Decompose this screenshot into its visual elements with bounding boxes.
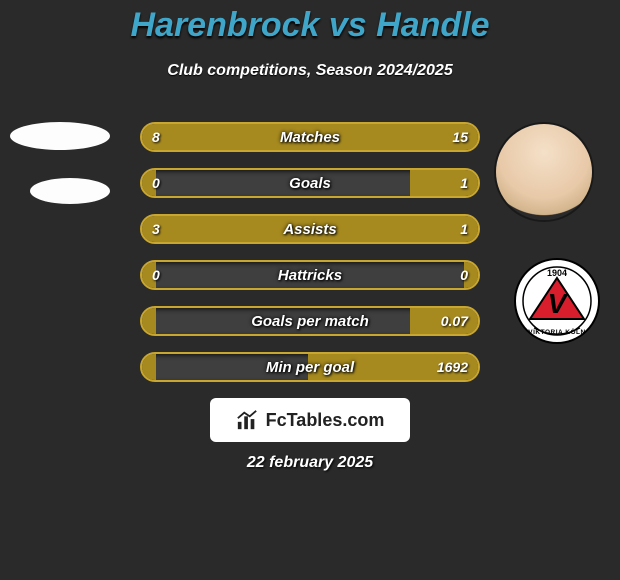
stat-label: Goals <box>140 168 480 198</box>
date-text: 22 february 2025 <box>0 454 620 472</box>
svg-text:VIKTORIA KÖLN: VIKTORIA KÖLN <box>528 327 585 336</box>
stat-label: Min per goal <box>140 352 480 382</box>
stat-label: Matches <box>140 122 480 152</box>
stat-row-matches: 815Matches <box>140 122 480 152</box>
stat-row-goals-per-match: 0.07Goals per match <box>140 306 480 336</box>
stats-bars: 815Matches 01Goals 31Assists 00Hattricks 0.0… <box>140 122 480 398</box>
page-title: Harenbrock vs Handle <box>0 6 620 45</box>
subtitle: Club competitions, Season 2024/2025 <box>0 62 620 80</box>
stat-label: Assists <box>140 214 480 244</box>
stat-label: Hattricks <box>140 260 480 290</box>
stat-row-assists: 31Assists <box>140 214 480 244</box>
stat-row-hattricks: 00Hattricks <box>140 260 480 290</box>
chart-icon <box>236 409 258 431</box>
player-b-avatar <box>496 124 592 220</box>
fctables-watermark: FcTables.com <box>210 398 410 442</box>
watermark-text: FcTables.com <box>266 410 385 431</box>
stat-label: Goals per match <box>140 306 480 336</box>
stat-row-goals: 01Goals <box>140 168 480 198</box>
player-a-avatar-placeholder-1 <box>10 122 110 150</box>
svg-text:V: V <box>548 288 569 319</box>
player-b-club-badge: 1904 V VIKTORIA KÖLN <box>514 258 600 344</box>
player-a-avatar-placeholder-2 <box>30 178 110 204</box>
stat-row-min-per-goal: 1692Min per goal <box>140 352 480 382</box>
